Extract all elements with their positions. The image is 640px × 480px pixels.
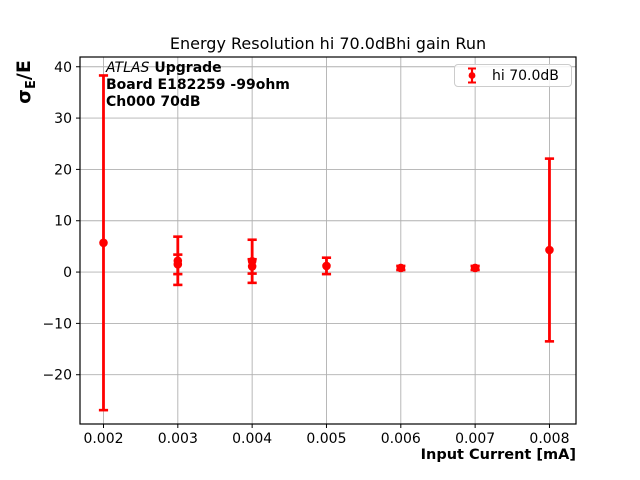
data-point (173, 253, 183, 276)
chart-title: Energy Resolution hi 70.0dBhi gain Run (169, 34, 487, 53)
x-tick-label: 0.002 (83, 431, 123, 447)
annotation-upgrade: Upgrade (154, 60, 222, 76)
data-point (470, 263, 480, 273)
y-tick-label: −20 (42, 368, 72, 384)
ylabel-sigma: σ (13, 89, 36, 104)
data-point-marker (322, 261, 331, 271)
data-point-marker (545, 245, 554, 255)
y-tick-label: 30 (54, 111, 72, 127)
legend-label: hi 70.0dB (492, 67, 559, 84)
x-tick-label: 0.004 (232, 431, 272, 447)
annotation-line-2: Board E182259 -99ohm (106, 77, 290, 93)
errorbar-series (98, 74, 555, 412)
data-point-marker (247, 262, 257, 271)
ylabel-subscript: E (23, 80, 39, 89)
x-tick-labels: 0.002 0.003 0.004 0.005 0.006 0.007 0.008 (83, 424, 570, 447)
annotation-block: ATLAS Upgrade Board E182259 -99ohm Ch000 … (106, 60, 290, 111)
annotation-line-1: ATLAS Upgrade (106, 60, 290, 77)
x-tick-label: 0.003 (158, 431, 198, 447)
x-tick-label: 0.008 (529, 431, 569, 447)
y-axis-label: σE/E (13, 60, 39, 104)
y-tick-label: 0 (63, 265, 72, 281)
data-point (98, 74, 109, 412)
x-tick-label: 0.006 (381, 431, 421, 447)
data-point-marker (470, 263, 480, 273)
data-point-marker (99, 238, 108, 248)
data-point (321, 256, 332, 276)
y-tick-label: 20 (54, 162, 72, 178)
annotation-line-3: Ch000 70dB (106, 94, 201, 110)
gridlines (80, 57, 576, 424)
errorbar-marker-icon (468, 67, 476, 84)
y-tick-label: 40 (54, 60, 72, 76)
annotation-experiment: ATLAS (106, 60, 150, 76)
plot-border (79, 56, 577, 425)
data-point (396, 263, 406, 273)
y-tick-labels: 40 30 20 10 0 −10 −20 (42, 60, 80, 384)
x-tick-label: 0.005 (306, 431, 346, 447)
ylabel-rest: /E (13, 60, 36, 81)
legend: hi 70.0dB (454, 64, 572, 87)
data-point (544, 157, 555, 343)
data-point (247, 257, 257, 275)
y-tick-label: −10 (42, 316, 72, 332)
x-tick-label: 0.007 (455, 431, 495, 447)
data-point-marker (173, 260, 183, 269)
x-axis-label: Input Current [mA] (420, 447, 576, 463)
data-point-marker (396, 263, 406, 273)
y-tick-label: 10 (54, 214, 72, 230)
